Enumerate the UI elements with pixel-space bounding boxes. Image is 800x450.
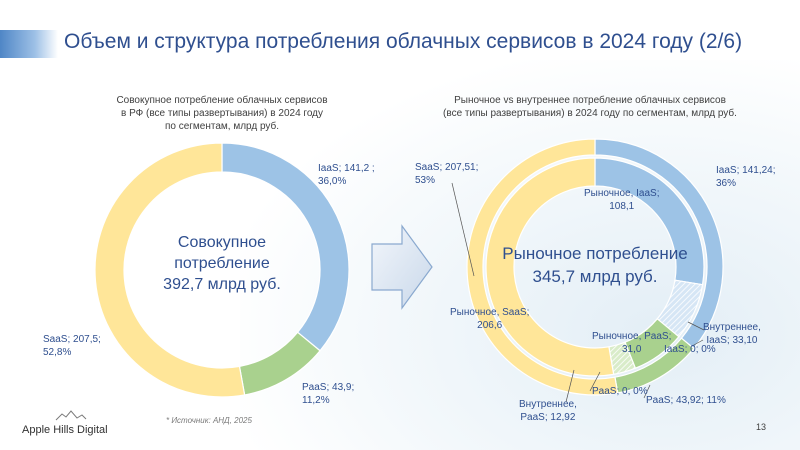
source-note: * Источник: АНД, 2025 [166, 416, 252, 425]
right-inner-hatch-internal-iaas [657, 280, 703, 337]
right-label-outer-paas: PaaS; 43,92; 11% [646, 395, 726, 406]
right-label-internal-iaas: Внутреннее, IaaS; 33,10 [703, 322, 761, 346]
left-label-saas: SaaS; 207,5; 52,8% [43, 334, 101, 358]
leader-paas-outer [643, 384, 651, 399]
right-label-market-paas: Рыночное, PaaS; 31,0 [592, 331, 672, 355]
apple-hills-logo-icon [55, 410, 87, 421]
leader-lines [451, 182, 705, 403]
right-label-market-saas: Рыночное, SaaS; 206,6 [450, 307, 530, 331]
right-label-outer-iaas: IaaS; 141,24; 36% [716, 165, 776, 189]
leader-iaas-internal [687, 321, 705, 331]
page-number: 13 [756, 422, 767, 432]
arrow-right-icon [371, 224, 433, 310]
leader-internal-paas [565, 369, 575, 403]
left-chart-subtitle: Совокупное потребление облачных сервисов… [116, 95, 328, 132]
right-donut-chart [466, 138, 724, 396]
leader-saas-outer [451, 182, 475, 277]
leader-paas-zero [589, 371, 601, 392]
page-title: Объем и структура потребления облачных с… [64, 30, 743, 53]
left-donut-chart [94, 142, 350, 398]
right-inner-hatch-internal-paas [608, 342, 636, 375]
right-chart-center-label: Рыночное потребление 345,7 млрд руб. [502, 244, 688, 286]
company-logo-text: Apple Hills Digital [22, 424, 108, 436]
right-label-internal-paas: Внутреннее, PaaS; 12,92 [519, 399, 577, 423]
leader-iaas-zero [691, 339, 704, 347]
right-label-outer-saas: SaaS; 207,51; 53% [415, 162, 479, 186]
right-outer-slice-saas [466, 138, 619, 396]
left-label-iaas: IaaS; 141,2 ; 36,0% [318, 163, 375, 187]
left-slice-saas [94, 142, 246, 398]
left-chart-center-label: Совокупное потребление 392,7 млрд руб. [163, 234, 281, 293]
right-chart-subtitle: Рыночное vs внутреннее потребление облач… [443, 95, 737, 119]
right-label-iaas-zero: IaaS; 0; 0% [664, 344, 716, 355]
title-accent-bar [0, 30, 58, 58]
right-label-market-iaas: Рыночное, IaaS; 108,1 [584, 188, 660, 212]
right-inner-slice-market-saas [485, 157, 615, 377]
left-label-paas: PaaS; 43,9; 11,2% [302, 382, 355, 406]
right-label-paas-zero: PaaS; 0; 0% [592, 386, 648, 397]
